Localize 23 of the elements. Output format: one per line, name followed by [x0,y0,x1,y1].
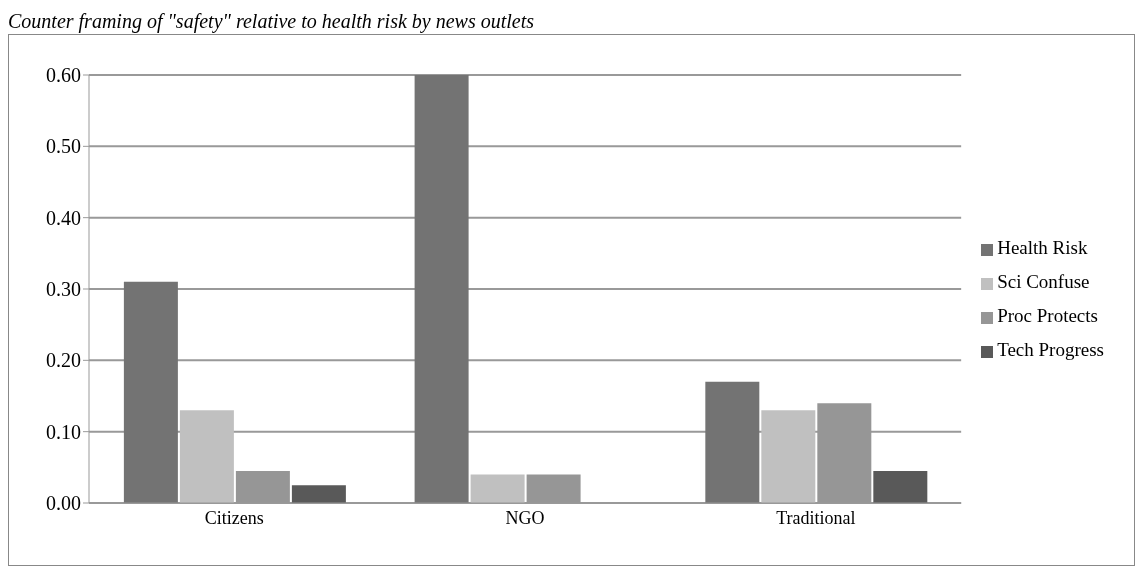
y-tick-label: 0.10 [46,420,81,443]
bar [470,474,525,503]
legend-label: Sci Confuse [997,271,1090,292]
y-tick-label: 0.20 [46,349,81,372]
x-tick-label: Citizens [204,507,264,528]
bar [123,281,178,503]
legend-label: Tech Progress [997,339,1104,360]
bar [291,485,346,503]
bar [179,410,234,503]
x-tick-label: NGO [505,507,545,528]
y-tick-label: 0.60 [46,64,81,87]
legend-label: Health Risk [997,237,1088,258]
legend-label: Proc Protects [997,305,1098,326]
x-tick-label: Traditional [776,507,856,528]
chart-title: Counter framing of "safety" relative to health risk by news outlets [8,9,535,34]
y-tick-label: 0.50 [46,135,81,158]
y-tick-label: 0.40 [46,206,81,229]
bar [873,470,928,503]
y-tick-label: 0.00 [46,492,81,515]
bar [414,75,469,503]
y-tick-label: 0.30 [46,278,81,301]
bar [705,381,760,503]
bar [761,410,816,503]
